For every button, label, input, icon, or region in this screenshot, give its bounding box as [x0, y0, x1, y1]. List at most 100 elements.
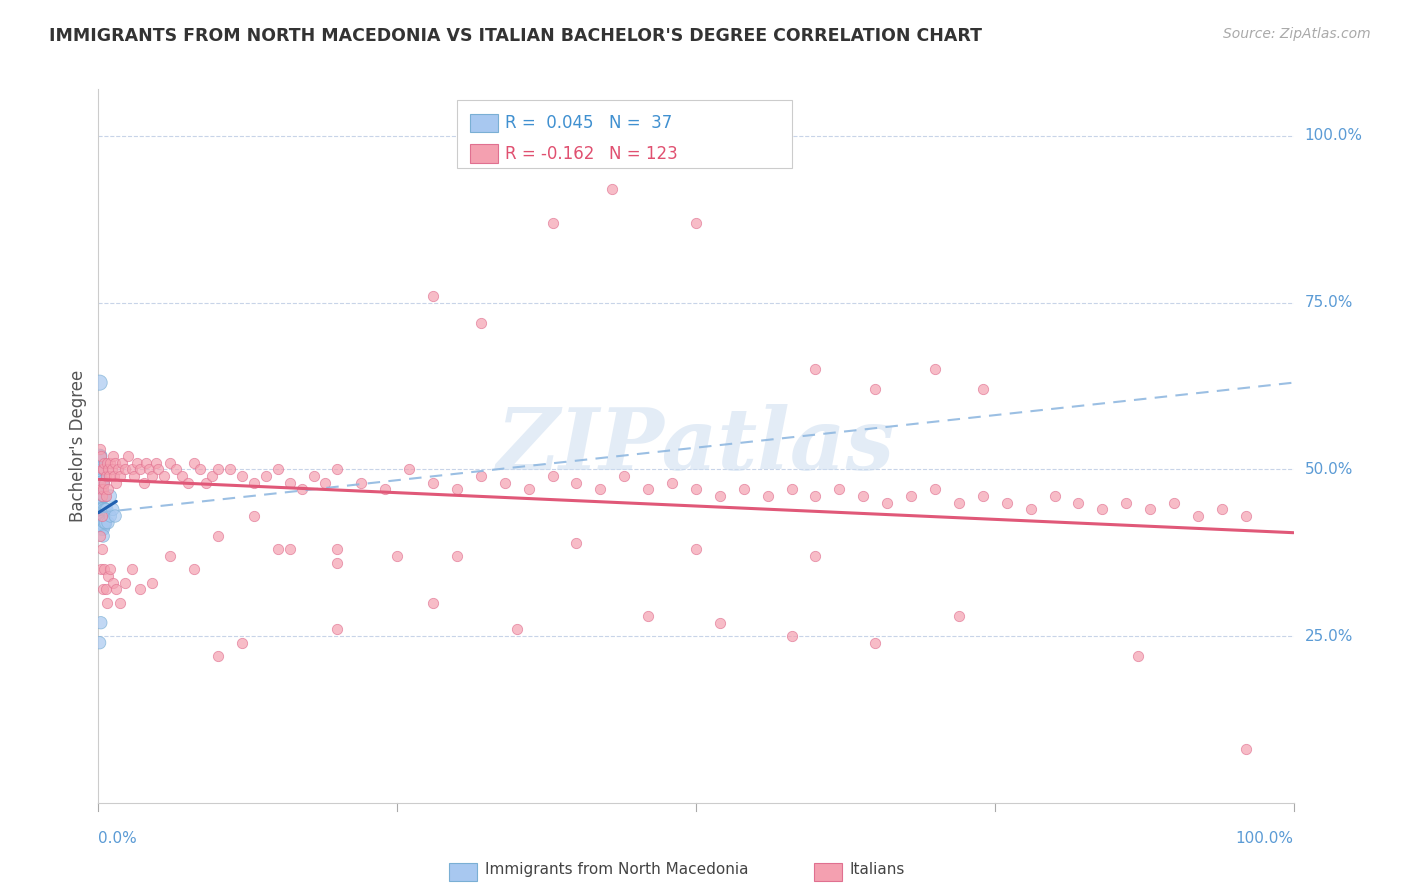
Point	[637, 483, 659, 497]
Point	[90, 502, 112, 516]
Point	[350, 475, 373, 490]
Text: 50.0%: 50.0%	[1305, 462, 1353, 477]
Point	[107, 462, 129, 476]
Point	[138, 462, 160, 476]
Point	[103, 469, 125, 483]
Point	[804, 549, 827, 563]
Point	[96, 502, 118, 516]
Point	[326, 623, 349, 637]
Point	[91, 582, 114, 597]
Point	[125, 456, 148, 470]
Point	[91, 489, 114, 503]
Point	[91, 502, 114, 516]
Point	[121, 562, 143, 576]
Point	[90, 516, 112, 530]
Point	[1211, 502, 1233, 516]
Point	[685, 542, 707, 557]
Text: N = 123: N = 123	[609, 145, 678, 163]
Point	[267, 462, 290, 476]
Point	[129, 582, 152, 597]
Point	[91, 509, 114, 524]
Point	[89, 636, 111, 650]
Text: Italians: Italians	[849, 863, 904, 877]
Point	[91, 509, 114, 524]
Point	[108, 469, 131, 483]
Point	[91, 542, 114, 557]
Text: 25.0%: 25.0%	[1305, 629, 1353, 643]
Point	[1234, 509, 1257, 524]
Point	[89, 475, 111, 490]
Point	[98, 456, 122, 470]
Point	[165, 462, 187, 476]
Point	[315, 475, 337, 490]
Point	[148, 462, 170, 476]
Point	[129, 462, 152, 476]
Point	[90, 562, 112, 576]
Point	[132, 475, 155, 490]
Point	[121, 462, 143, 476]
Text: 100.0%: 100.0%	[1305, 128, 1362, 144]
Point	[865, 636, 887, 650]
Point	[972, 382, 994, 396]
Point	[385, 549, 409, 563]
Point	[661, 475, 683, 490]
Point	[172, 469, 194, 483]
Point	[243, 509, 266, 524]
Point	[326, 542, 349, 557]
Point	[589, 483, 612, 497]
Point	[93, 475, 115, 490]
Point	[101, 449, 124, 463]
Point	[948, 609, 970, 624]
Point	[924, 362, 946, 376]
Point	[108, 596, 131, 610]
Point	[254, 469, 277, 483]
Point	[398, 462, 420, 476]
Point	[93, 502, 115, 516]
Point	[852, 489, 875, 503]
Point	[780, 483, 803, 497]
Text: Immigrants from North Macedonia: Immigrants from North Macedonia	[485, 863, 748, 877]
Point	[177, 475, 200, 490]
Point	[188, 462, 211, 476]
Point	[94, 489, 117, 503]
Point	[1234, 742, 1257, 756]
Text: 0.0%: 0.0%	[98, 830, 138, 846]
Point	[195, 475, 218, 490]
Text: 100.0%: 100.0%	[1236, 830, 1294, 846]
Point	[972, 489, 994, 503]
Point	[90, 615, 112, 630]
Point	[828, 483, 851, 497]
Point	[90, 449, 112, 463]
Point	[141, 469, 163, 483]
Point	[637, 609, 659, 624]
Point	[91, 489, 114, 503]
Point	[90, 483, 112, 497]
Point	[89, 489, 111, 503]
Point	[97, 516, 120, 530]
Point	[207, 529, 229, 543]
Point	[494, 475, 516, 490]
Point	[91, 516, 114, 530]
Point	[97, 483, 120, 497]
Point	[94, 502, 117, 516]
Point	[145, 456, 167, 470]
Point	[302, 469, 325, 483]
Point	[900, 489, 922, 503]
Point	[267, 542, 290, 557]
Point	[374, 483, 396, 497]
Text: IMMIGRANTS FROM NORTH MACEDONIA VS ITALIAN BACHELOR'S DEGREE CORRELATION CHART: IMMIGRANTS FROM NORTH MACEDONIA VS ITALI…	[49, 27, 983, 45]
Point	[104, 509, 127, 524]
Point	[89, 475, 111, 490]
Point	[1187, 509, 1209, 524]
Point	[207, 462, 229, 476]
Point	[756, 489, 779, 503]
Point	[1067, 496, 1090, 510]
Point	[91, 522, 114, 536]
Point	[91, 522, 114, 536]
Point	[613, 469, 636, 483]
Point	[517, 483, 540, 497]
Point	[326, 462, 349, 476]
Point	[91, 502, 114, 516]
Point	[141, 575, 163, 590]
Point	[602, 182, 624, 196]
